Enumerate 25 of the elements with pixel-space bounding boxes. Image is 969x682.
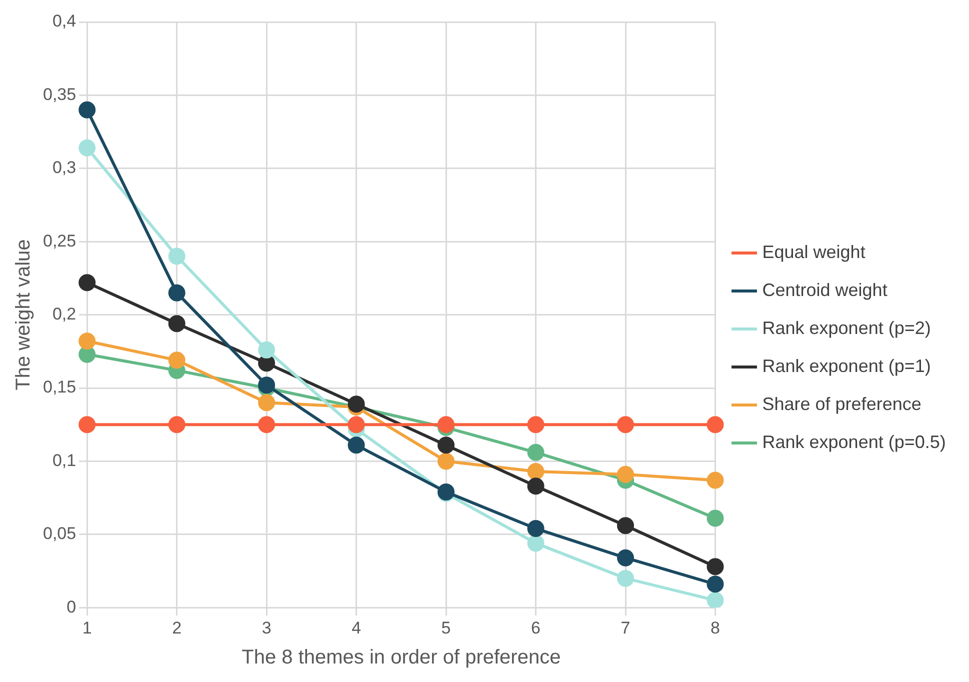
x-tick-label: 8: [710, 618, 720, 638]
legend-label: Rank exponent (p=1): [762, 356, 931, 376]
y-tick-label: 0,25: [42, 231, 76, 250]
y-tick-label: 0,35: [42, 84, 76, 104]
y-tick-label: 0,3: [52, 158, 76, 178]
y-tick-label: 0: [66, 597, 76, 616]
legend-label: Share of preference: [762, 394, 922, 414]
y-axis-title: The weight value: [12, 239, 35, 390]
y-tick-label: 0,05: [42, 524, 76, 544]
x-tick-label: 1: [82, 618, 92, 638]
legend-label: Equal weight: [762, 242, 866, 262]
y-tick-label: 0,15: [42, 378, 76, 397]
y-tick-label: 0,4: [52, 12, 76, 31]
x-axis-title: The 8 themes in order of preference: [242, 646, 561, 669]
legend-label: Rank exponent (p=2): [762, 318, 931, 338]
legend-label: Centroid weight: [762, 280, 888, 300]
x-tick-label: 5: [441, 618, 451, 638]
x-tick-label: 3: [262, 618, 272, 638]
x-tick-label: 7: [620, 618, 630, 638]
legend-label: Rank exponent (p=0.5): [762, 432, 946, 452]
x-tick-label: 4: [352, 618, 362, 638]
x-tick-label: 2: [172, 618, 182, 638]
y-tick-label: 0,1: [52, 450, 76, 470]
x-tick-label: 6: [531, 618, 541, 638]
y-tick-label: 0,2: [52, 304, 76, 324]
